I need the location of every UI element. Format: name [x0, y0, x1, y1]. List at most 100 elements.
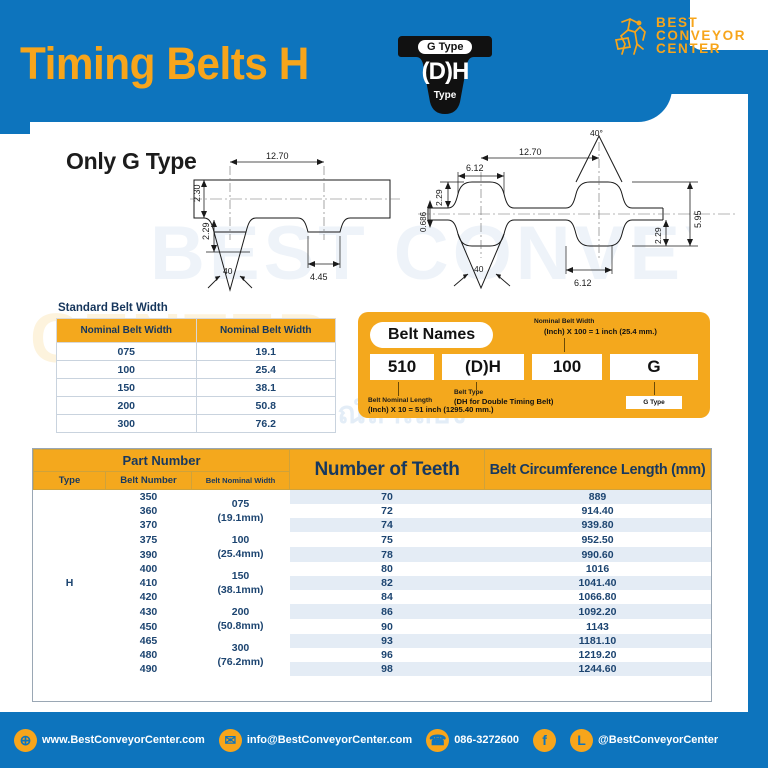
- belt-icon-sub: Type: [433, 90, 457, 101]
- belt-profile-shape: [398, 36, 492, 114]
- cell-belt-number: 430: [139, 605, 158, 618]
- header-cut-2: [690, 38, 768, 50]
- table-row: 390 78 990.60: [34, 547, 711, 562]
- bnw-mm: (19.1mm): [217, 512, 264, 524]
- cell-belt-nominal-width: 150 (38.1mm): [192, 562, 290, 604]
- bnw-mm: (38.1mm): [217, 584, 264, 596]
- footer-contact-bar: ⊕ www.BestConveyorCenter.com ✉ info@BestCon…: [0, 712, 768, 768]
- cell-number-of-teeth: 84: [381, 591, 393, 603]
- cell-circumference: 1181.10: [484, 634, 711, 648]
- line-icon[interactable]: L: [570, 728, 594, 752]
- dim-pitch-right: 12.70: [519, 147, 542, 157]
- table-row: 400 150 (38.1mm) 80 1016: [34, 562, 711, 596]
- standard-belt-width-table: Nominal Belt Width Nominal Belt Width 07…: [56, 318, 336, 433]
- cell-belt-nominal-width: 200 (50.8mm): [192, 604, 290, 634]
- dim-tooth-width-top: 6.12: [466, 163, 484, 173]
- cell-belt-number: 465: [139, 635, 158, 647]
- sbw-mm-cell: 76.2: [195, 414, 336, 433]
- sbw-code-cell: 150: [56, 378, 197, 397]
- cell-circumference: 1143: [586, 620, 609, 633]
- cell-belt-number: 480: [139, 649, 158, 661]
- cell-circumference: 1016: [585, 563, 610, 575]
- cell-belt-number: 490: [139, 663, 158, 675]
- table-header-row-group: Part Number Number of Teeth Belt Circumf…: [33, 449, 711, 490]
- footer-contact-item[interactable]: L @BestConveyorCenter: [570, 728, 719, 752]
- bnw-code: 200: [231, 606, 250, 618]
- sbw-header-code: Nominal Belt Width: [56, 318, 197, 343]
- globe-icon[interactable]: ⊕: [14, 728, 37, 752]
- leader-line-gtype: [654, 382, 655, 395]
- table-row: 450 90 1143: [34, 619, 711, 634]
- right-accent-bar: [748, 0, 768, 712]
- sbw-code-cell: 100: [56, 360, 197, 379]
- sbw-code-cell: 300: [56, 414, 197, 433]
- footer-contact-item[interactable]: f: [533, 728, 557, 752]
- cell-type: H: [33, 489, 106, 676]
- facebook-icon[interactable]: f: [533, 728, 557, 752]
- belt-type-label: Belt Type: [454, 389, 484, 396]
- cell-belt-number: 360: [139, 505, 158, 517]
- table-row: 480 96 1219.20: [34, 648, 711, 662]
- envelope-icon[interactable]: ✉: [218, 728, 242, 752]
- sbw-mm-cell: 50.8: [195, 396, 336, 415]
- footer-contact-item[interactable]: ☎ 086-3272600: [426, 728, 519, 752]
- dim-tooth-depth-left: 2.29: [201, 222, 211, 240]
- table-row: 375 100 (25.4mm) 75 952.50: [34, 532, 711, 561]
- company-logo: BEST CONVEYOR CENTER: [612, 14, 758, 60]
- conveyor-figure-icon: [614, 18, 646, 55]
- double-belt-profile-diagram: 12.70 6.12 6.12 2.29 0.686 5.95 2.29 40°…: [418, 128, 738, 290]
- cell-circumference: 1041.40: [484, 576, 711, 590]
- page-title: Timing Belts H: [20, 38, 309, 89]
- cell-belt-number: 420: [139, 591, 158, 603]
- sbw-code-cell: 075: [56, 342, 197, 361]
- cell-number-of-teeth: 82: [289, 576, 485, 590]
- table-row: 360 72 914.40: [34, 504, 711, 518]
- dim-angle-top: 40°: [590, 128, 603, 138]
- dim-tooth-width-bottom: 6.12: [574, 278, 592, 288]
- nominal-length-label: Belt Nominal Length: [368, 397, 433, 404]
- cell-number-of-teeth: 90: [381, 620, 393, 633]
- cell-number-of-teeth: 75: [381, 533, 393, 546]
- cell-number-of-teeth: 98: [289, 662, 485, 676]
- header-belt-number: Belt Number: [105, 471, 192, 490]
- title-banner-stub: [0, 110, 30, 134]
- sbw-header-mm: Nominal Belt Width: [195, 318, 336, 343]
- footer-contact-item[interactable]: ✉ info@BestConveyorCenter.com: [218, 728, 413, 752]
- cell-belt-nominal-width: 100 (25.4mm): [192, 532, 290, 562]
- cell-belt-number: 410: [139, 577, 158, 589]
- cell-belt-number: 450: [139, 620, 158, 633]
- belt-type-formula: (DH for Double Timing Belt): [454, 397, 554, 406]
- cell-belt-number: 370: [139, 519, 158, 531]
- footer-contact-text: @BestConveyorCenter: [598, 734, 719, 746]
- belt-names-panel: Belt Names Nominal Belt Width (Inch) X 1…: [358, 312, 710, 418]
- table-row: 490 98 1244.60: [34, 662, 711, 676]
- bnw-code: 150: [231, 570, 250, 582]
- dim-thickness-left: 2.30: [192, 184, 202, 202]
- footer-contact-item[interactable]: ⊕ www.BestConveyorCenter.com: [14, 728, 205, 752]
- logo-line-2: CONVEYOR: [656, 28, 747, 43]
- table-row: 300 76.2: [56, 414, 336, 433]
- header-number-of-teeth: Number of Teeth: [289, 449, 485, 490]
- dim-tooth-depth-top: 2.29: [434, 189, 444, 206]
- sbw-mm-cell: 25.4: [195, 360, 336, 379]
- logo-wordmark: BEST CONVEYOR CENTER: [656, 16, 747, 56]
- cell-circumference: 939.80: [484, 518, 711, 532]
- nominal-length-formula: (Inch) X 10 = 51 inch (1295.40 mm.): [368, 405, 494, 414]
- title-banner: [0, 0, 672, 122]
- sbw-mm-cell: 38.1: [195, 378, 336, 397]
- footer-contact-text: info@BestConveyorCenter.com: [246, 734, 413, 746]
- table-row: 430 200 (50.8mm) 86 1092.20: [34, 604, 711, 632]
- belt-icon-badge: G Type: [418, 40, 473, 54]
- cell-number-of-teeth: 72: [381, 505, 393, 517]
- cell-number-of-teeth: 70: [289, 489, 485, 504]
- cell-number-of-teeth: 74: [289, 518, 485, 532]
- sbw-code-cell: 200: [56, 396, 197, 415]
- cell-number-of-teeth: 80: [381, 563, 393, 575]
- phone-icon[interactable]: ☎: [426, 728, 450, 752]
- table-row: 075 19.1: [56, 342, 336, 361]
- cell-belt-number: 400: [139, 563, 158, 575]
- table-row: 465 300 (76.2mm) 93 1181.10: [34, 634, 711, 668]
- belt-profile-icon: G Type (D)H Type: [396, 28, 494, 116]
- table-row: 200 50.8: [56, 396, 336, 415]
- nominal-width-label: Nominal Belt Width: [534, 318, 595, 325]
